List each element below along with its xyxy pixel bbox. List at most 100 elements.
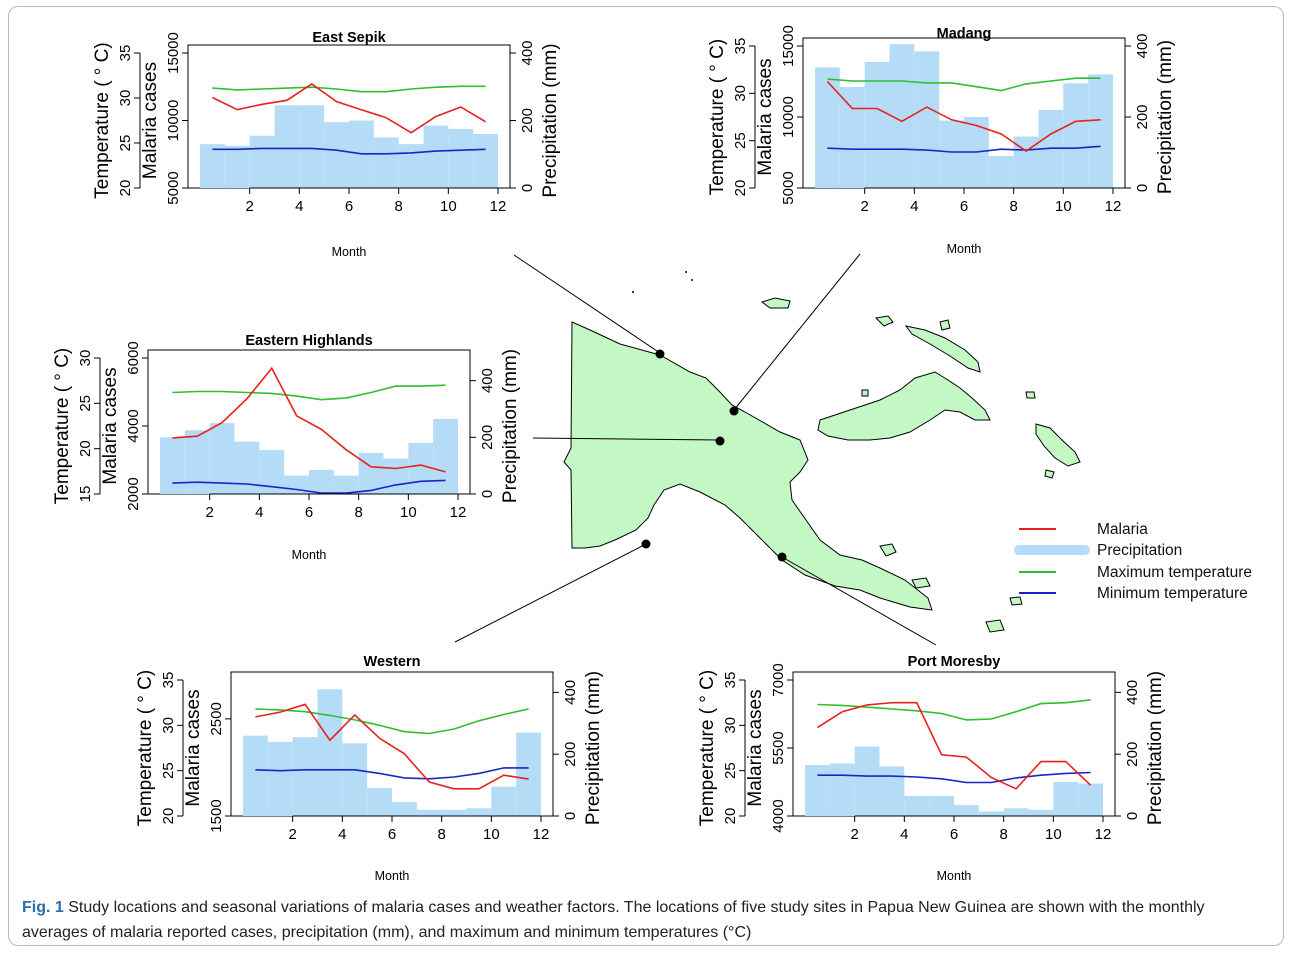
precip-tick-label: 200 xyxy=(519,108,536,133)
x-axis-label: Month xyxy=(332,245,367,259)
precip-bar xyxy=(914,51,940,189)
temp-tick-label: 20 xyxy=(160,808,177,825)
cases-axis-label: Malaria cases xyxy=(140,62,161,179)
x-tick-label: 10 xyxy=(483,826,500,843)
cases-tick-label: 5500 xyxy=(770,731,787,764)
precip-bar xyxy=(854,746,880,816)
cases-tick-label: 2000 xyxy=(125,477,142,510)
temp-tick-label: 20 xyxy=(117,180,134,197)
precip-bar xyxy=(473,134,498,188)
precip-bar xyxy=(1003,808,1029,816)
precip-bar xyxy=(1078,783,1103,816)
map-manus xyxy=(760,297,791,309)
cases-tick-label: 5000 xyxy=(780,171,797,204)
legend-label-precipitation: Precipitation xyxy=(1097,542,1182,559)
temp-tick-label: 25 xyxy=(160,762,177,779)
map xyxy=(563,271,1081,633)
map-island-e xyxy=(985,619,1005,633)
precip-bar xyxy=(805,765,830,816)
precip-bar xyxy=(416,809,442,816)
x-tick-label: 8 xyxy=(1009,198,1017,215)
x-tick-label: 12 xyxy=(533,826,550,843)
map-new-ireland xyxy=(904,325,981,373)
temp-tick-label: 30 xyxy=(160,717,177,734)
site-marker-madang xyxy=(729,406,739,416)
cases-tick-label: 2500 xyxy=(208,702,225,735)
cases-tick-label: 1500 xyxy=(208,799,225,832)
cases-axis-label: Malaria cases xyxy=(745,689,766,806)
precip-bar xyxy=(466,808,492,816)
x-tick-label: 6 xyxy=(950,826,958,843)
precip-bar xyxy=(317,689,343,816)
cases-tick-label: 15000 xyxy=(165,32,182,74)
chart-title: Western xyxy=(364,654,421,670)
temp-axis-label: Temperature ( ° C) xyxy=(697,670,718,826)
precip-bar xyxy=(516,732,541,816)
connector-madang xyxy=(733,253,861,411)
x-tick-label: 4 xyxy=(295,198,303,215)
series-line-max-temp xyxy=(255,708,529,735)
x-tick-label: 2 xyxy=(288,826,296,843)
map-island-g xyxy=(1025,391,1036,399)
precip-bar xyxy=(1088,74,1113,188)
map-island-b xyxy=(939,319,951,331)
precip-bar xyxy=(491,786,517,816)
cases-tick-label: 6000 xyxy=(125,341,142,374)
precip-bar xyxy=(978,811,1004,816)
temp-tick-label: 30 xyxy=(77,350,94,367)
site-marker-eastern-highlands xyxy=(715,436,725,446)
precip-tick-label: 400 xyxy=(562,680,579,705)
precip-bar xyxy=(299,105,325,188)
precip-axis-label: Precipitation (mm) xyxy=(500,349,521,503)
map-new-britain xyxy=(817,371,991,441)
precip-tick-label: 0 xyxy=(562,812,579,820)
cases-axis-label: Malaria cases xyxy=(755,58,776,175)
precip-axis-label: Precipitation (mm) xyxy=(540,43,561,197)
site-marker-western xyxy=(641,539,651,549)
x-tick-label: 2 xyxy=(860,198,868,215)
precip-tick-label: 400 xyxy=(1134,33,1151,58)
temp-tick-label: 35 xyxy=(722,672,739,689)
precip-bar xyxy=(441,809,467,816)
series-line-min-temp xyxy=(212,147,486,155)
precip-tick-label: 0 xyxy=(519,184,536,192)
x-tick-label: 12 xyxy=(490,198,507,215)
x-tick-label: 10 xyxy=(1055,198,1072,215)
precip-bar xyxy=(408,443,434,494)
precip-tick-label: 400 xyxy=(1124,680,1141,705)
caption-label: Fig. 1 xyxy=(22,899,64,916)
precip-bar xyxy=(392,802,417,816)
precip-tick-label: 400 xyxy=(519,40,536,65)
x-axis-label: Month xyxy=(375,869,410,883)
precip-bar xyxy=(1063,83,1089,188)
figure-caption: Fig. 1 Study locations and seasonal vari… xyxy=(22,895,1262,945)
precip-bar xyxy=(383,458,409,494)
map-island-d xyxy=(911,577,931,589)
precip-bar xyxy=(342,743,368,816)
series-line-min-temp xyxy=(255,767,529,780)
precip-axis-label: Precipitation (mm) xyxy=(1145,671,1166,825)
temp-tick-label: 25 xyxy=(77,395,94,412)
chart-title: East Sepik xyxy=(312,30,386,46)
x-tick-label: 4 xyxy=(255,504,263,521)
map-island-h xyxy=(861,389,869,397)
precip-bar xyxy=(292,737,318,816)
precip-tick-label: 200 xyxy=(562,742,579,767)
series-line-malaria xyxy=(255,703,529,790)
precip-bar xyxy=(864,61,890,188)
x-tick-label: 12 xyxy=(1095,826,1112,843)
precip-tick-label: 200 xyxy=(479,425,496,450)
map-island-f xyxy=(1009,596,1023,606)
temp-tick-label: 20 xyxy=(722,808,739,825)
precip-bar xyxy=(904,795,930,816)
x-tick-label: 8 xyxy=(999,826,1007,843)
precip-bar xyxy=(160,437,185,494)
connectors xyxy=(454,253,937,646)
precip-tick-label: 200 xyxy=(1134,104,1151,129)
precip-bar xyxy=(249,135,275,188)
precip-bar xyxy=(200,144,225,188)
x-tick-label: 2 xyxy=(850,826,858,843)
temp-axis-label: Temperature ( ° C) xyxy=(52,348,73,504)
